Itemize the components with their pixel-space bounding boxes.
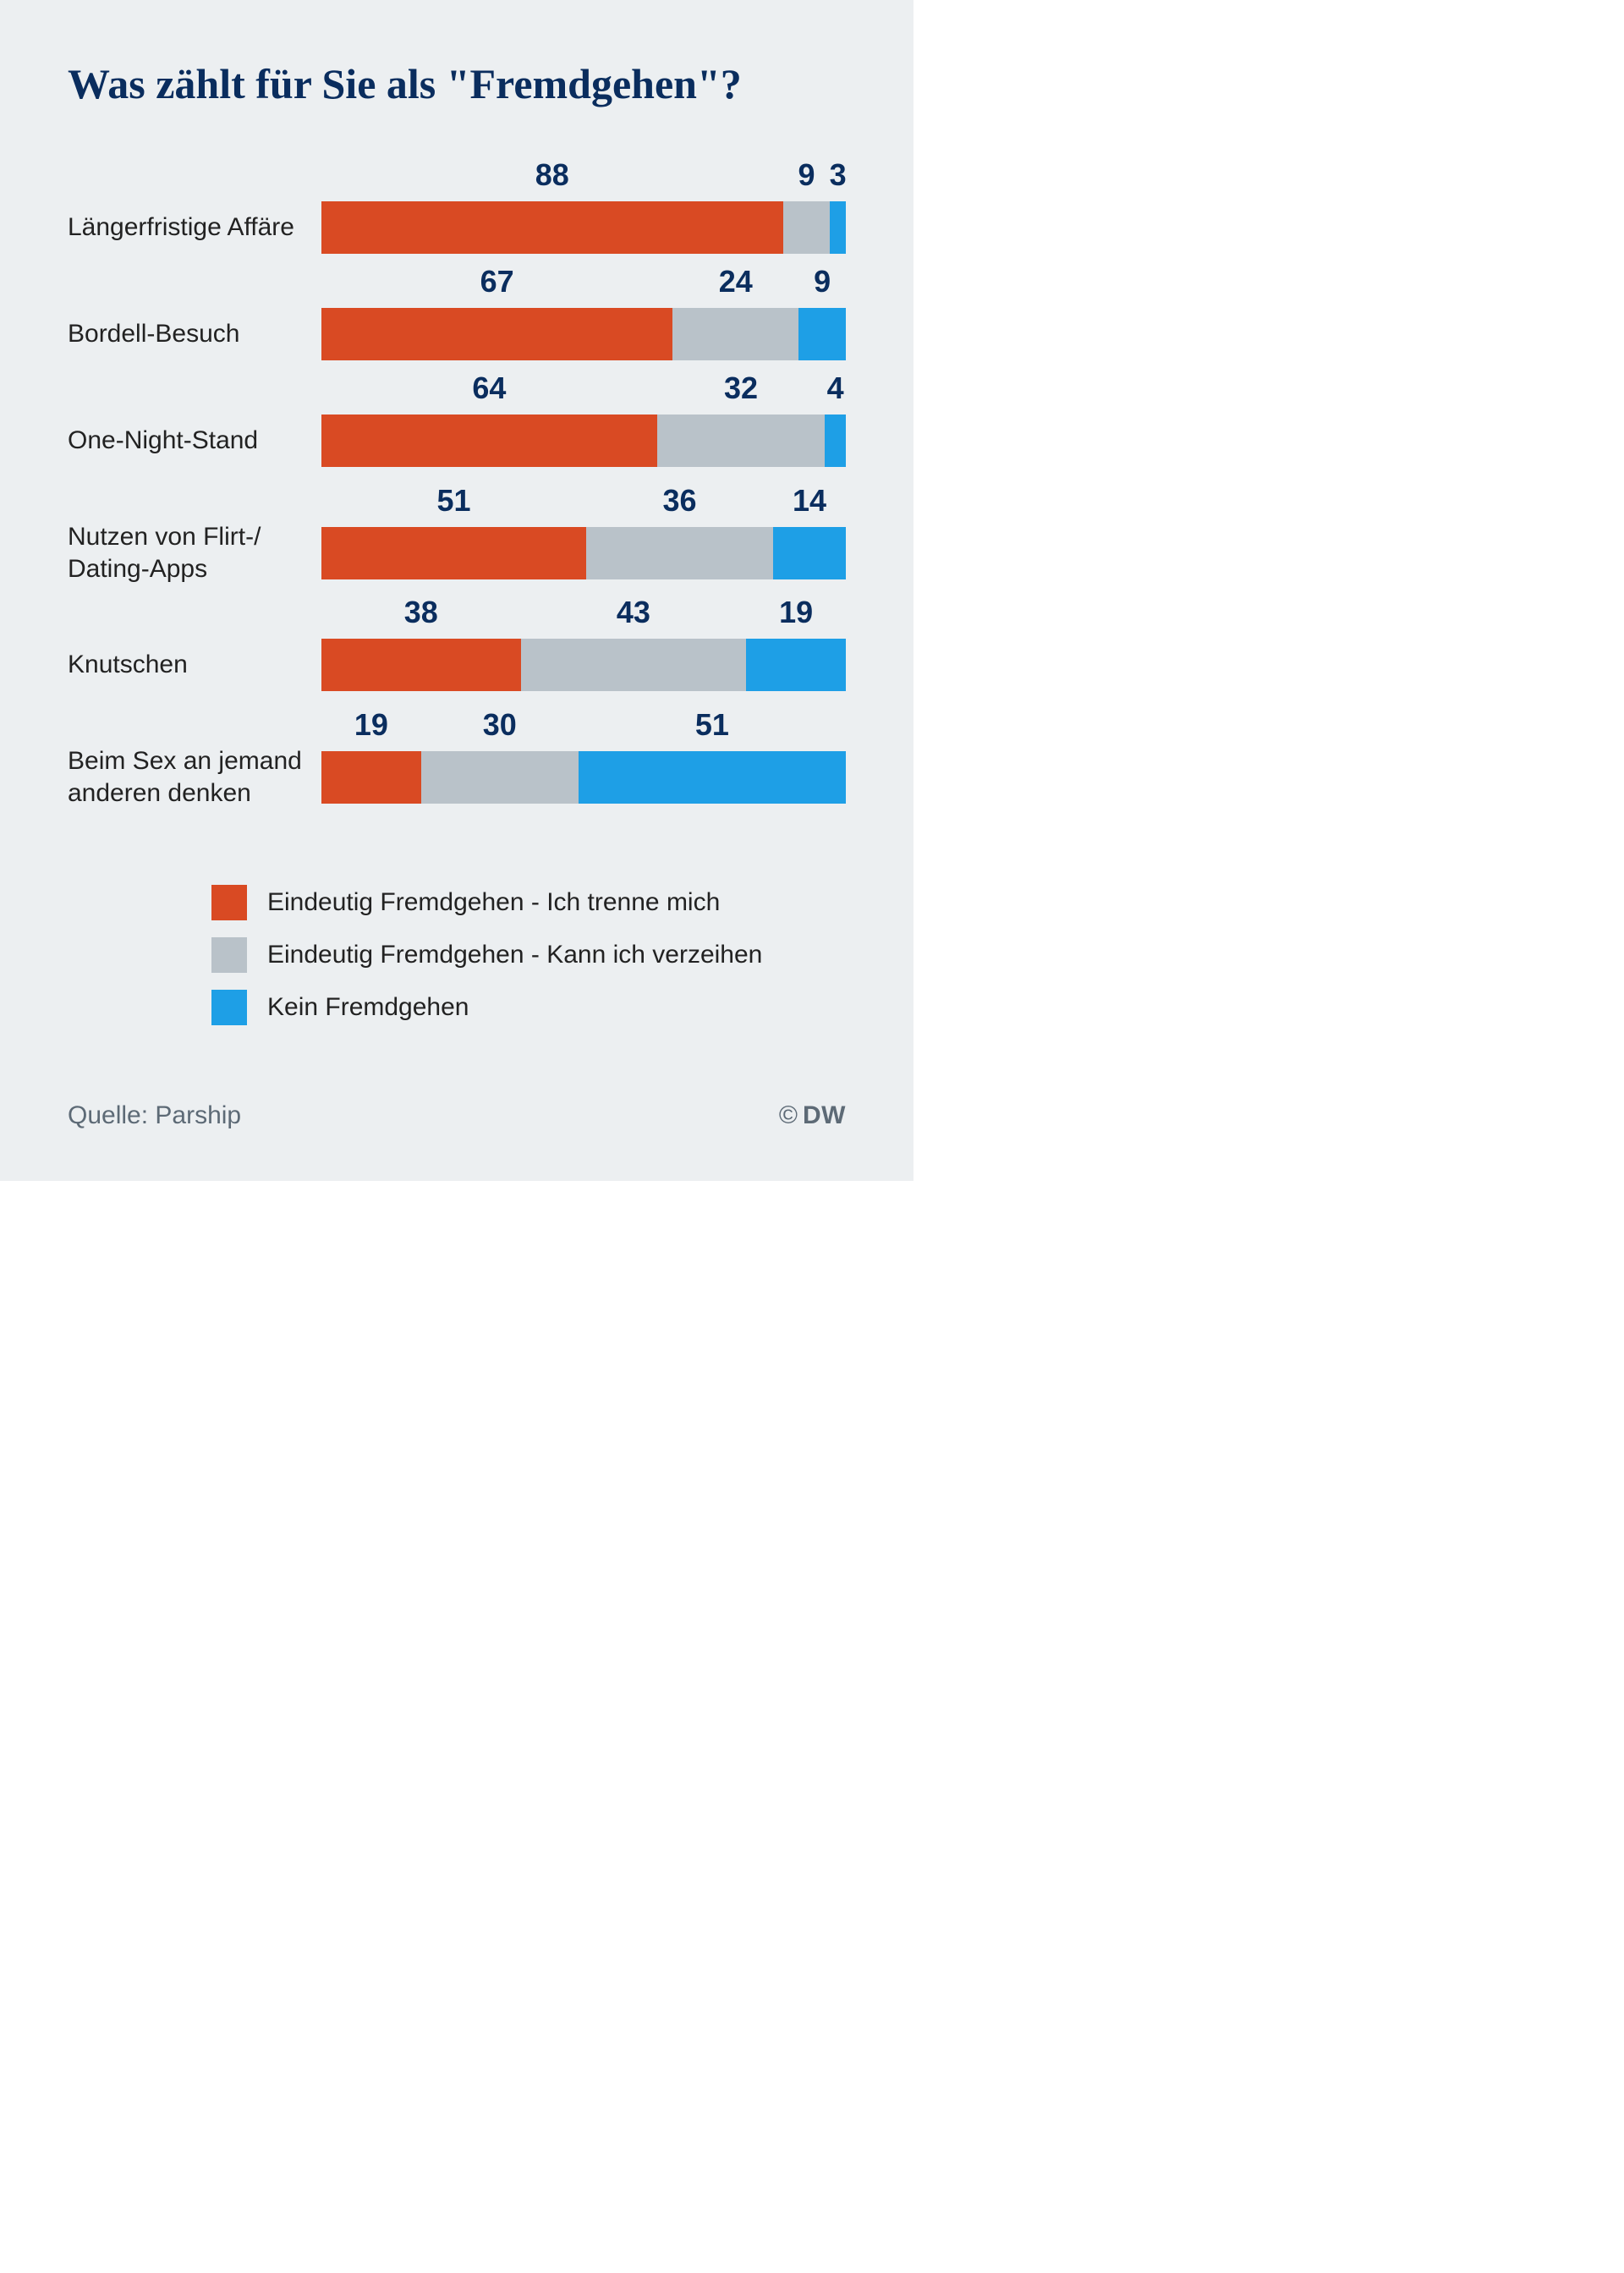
value-label: 19 xyxy=(354,707,388,743)
value-label: 36 xyxy=(663,483,697,519)
bar-segment xyxy=(586,527,773,579)
bar-segment xyxy=(798,308,846,360)
chart-row: Nutzen von Flirt-/ Dating-Apps513614 xyxy=(68,521,846,585)
legend-item: Kein Fremdgehen xyxy=(211,990,846,1025)
value-label: 24 xyxy=(719,264,753,299)
bar-segment xyxy=(321,639,521,691)
bar-segment xyxy=(321,751,421,804)
value-label: 32 xyxy=(724,371,758,406)
value-label: 51 xyxy=(437,483,471,519)
value-labels: 19 30 51 xyxy=(321,707,846,743)
bar-area: 384319 xyxy=(321,639,846,691)
bar-segment xyxy=(672,308,798,360)
row-label: Nutzen von Flirt-/ Dating-Apps xyxy=(68,521,321,585)
chart-row: One-Night-Stand64324 xyxy=(68,415,846,467)
chart-row: Beim Sex an jemand anderen denken193051 xyxy=(68,745,846,809)
value-label: 88 xyxy=(535,157,569,193)
legend-swatch xyxy=(211,990,247,1025)
legend-swatch xyxy=(211,885,247,920)
value-label: 9 xyxy=(814,264,831,299)
bar-area: 193051 xyxy=(321,751,846,804)
credit-name: DW xyxy=(803,1101,846,1130)
bar-area: 64324 xyxy=(321,415,846,467)
chart-rows: Längerfristige Affäre8893Bordell-Besuch6… xyxy=(68,201,846,809)
row-label: Längerfristige Affäre xyxy=(68,211,321,244)
stacked-bar xyxy=(321,308,846,360)
legend-label: Eindeutig Fremdgehen - Kann ich verzeihe… xyxy=(267,941,762,969)
chart-row: Bordell-Besuch67249 xyxy=(68,308,846,360)
bar-segment xyxy=(783,201,831,254)
chart-row: Knutschen384319 xyxy=(68,639,846,691)
row-label: Beim Sex an jemand anderen denken xyxy=(68,745,321,809)
stacked-bar xyxy=(321,639,846,691)
credit: © DW xyxy=(779,1101,846,1130)
bar-segment xyxy=(773,527,846,579)
value-label: 19 xyxy=(779,595,813,630)
chart-footer: Quelle: Parship © DW xyxy=(68,1101,846,1130)
bar-area: 8893 xyxy=(321,201,846,254)
copyright-symbol: © xyxy=(779,1101,798,1130)
legend: Eindeutig Fremdgehen - Ich trenne mich Ei… xyxy=(211,885,846,1025)
legend-item: Eindeutig Fremdgehen - Kann ich verzeihe… xyxy=(211,937,846,973)
source-line: Quelle: Parship xyxy=(68,1101,241,1130)
value-labels: 64 32 4 xyxy=(321,371,846,406)
stacked-bar xyxy=(321,527,846,579)
value-label: 64 xyxy=(472,371,506,406)
bar-segment xyxy=(830,201,846,254)
value-labels: 88 93 xyxy=(321,157,846,193)
value-label: 30 xyxy=(483,707,517,743)
bar-segment xyxy=(421,751,579,804)
bar-segment xyxy=(579,751,846,804)
bar-segment xyxy=(746,639,846,691)
bar-segment xyxy=(825,415,846,467)
source-name: Parship xyxy=(155,1101,241,1129)
row-label: One-Night-Stand xyxy=(68,425,321,457)
legend-swatch xyxy=(211,937,247,973)
value-label: 4 xyxy=(827,371,844,406)
value-label: 67 xyxy=(480,264,514,299)
stacked-bar xyxy=(321,415,846,467)
value-label: 14 xyxy=(793,483,826,519)
legend-item: Eindeutig Fremdgehen - Ich trenne mich xyxy=(211,885,846,920)
bar-segment xyxy=(321,201,783,254)
value-label: 3 xyxy=(830,157,847,193)
chart-container: Was zählt für Sie als "Fremdgehen"? Läng… xyxy=(0,0,914,1181)
bar-segment xyxy=(657,415,825,467)
value-label: 51 xyxy=(695,707,729,743)
bar-segment xyxy=(321,527,586,579)
source-prefix: Quelle: xyxy=(68,1101,155,1129)
legend-label: Kein Fremdgehen xyxy=(267,993,469,1022)
value-labels: 38 43 19 xyxy=(321,595,846,630)
row-label: Knutschen xyxy=(68,649,321,681)
stacked-bar xyxy=(321,751,846,804)
chart-row: Längerfristige Affäre8893 xyxy=(68,201,846,254)
bar-area: 513614 xyxy=(321,527,846,579)
bar-segment xyxy=(321,308,672,360)
stacked-bar xyxy=(321,201,846,254)
legend-label: Eindeutig Fremdgehen - Ich trenne mich xyxy=(267,888,720,917)
chart-title: Was zählt für Sie als "Fremdgehen"? xyxy=(68,59,846,108)
value-label: 9 xyxy=(798,157,815,193)
bar-area: 67249 xyxy=(321,308,846,360)
bar-segment xyxy=(321,415,657,467)
bar-segment xyxy=(521,639,747,691)
value-label: 38 xyxy=(404,595,438,630)
value-labels: 51 36 14 xyxy=(321,483,846,519)
row-label: Bordell-Besuch xyxy=(68,318,321,350)
value-label: 43 xyxy=(617,595,650,630)
value-labels: 67 24 9 xyxy=(321,264,846,299)
